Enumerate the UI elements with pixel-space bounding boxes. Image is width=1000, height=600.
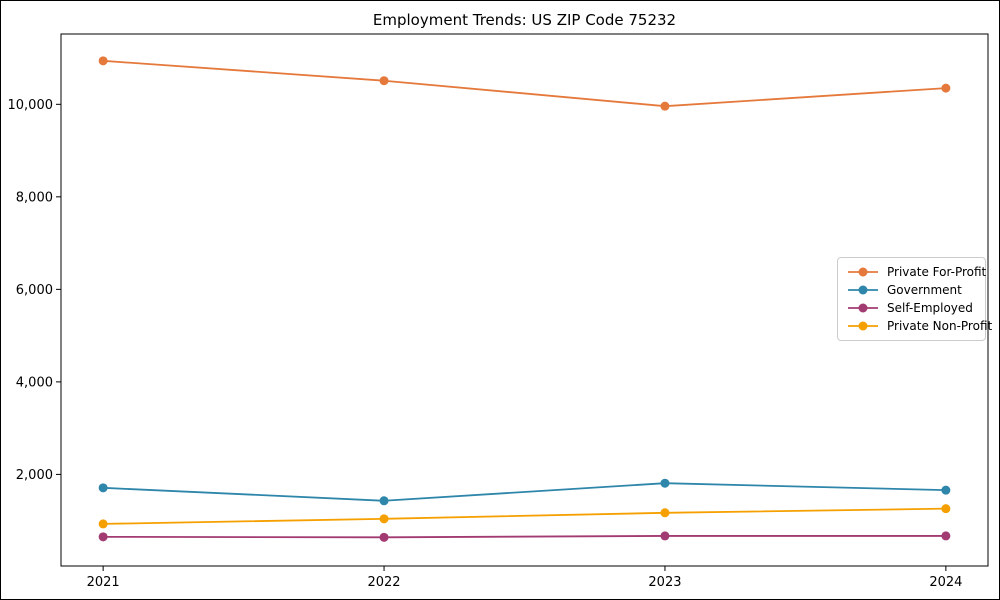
data-point-private-non-profit: [660, 508, 670, 518]
legend-item: Self-Employed: [846, 301, 977, 315]
legend-marker-line-dot-icon: [848, 321, 878, 331]
x-tick-label: 2022: [367, 575, 400, 590]
chart-title: Employment Trends: US ZIP Code 75232: [372, 11, 677, 29]
data-point-self-employed: [660, 531, 670, 541]
data-point-government: [379, 496, 389, 506]
line-private-for-profit: [103, 59, 946, 108]
data-point-private-for-profit: [941, 83, 951, 93]
data-point-private-for-profit: [98, 56, 108, 66]
data-point-private-for-profit: [660, 101, 670, 111]
y-tick-label: 2,000: [16, 468, 53, 483]
data-point-government: [941, 485, 951, 495]
y-tick-label: 4,000: [16, 375, 53, 390]
legend-label: Private Non-Profit: [887, 319, 993, 333]
x-tick-label: 2024: [929, 575, 962, 590]
legend-label: Private For-Profit: [887, 265, 987, 279]
y-tick-label: 8,000: [16, 190, 53, 205]
data-point-government: [98, 483, 108, 493]
legend: Private For-Profit Government Self-Emplo…: [837, 257, 992, 341]
axes-frame: [60, 33, 989, 567]
legend-marker-line-dot-icon: [848, 267, 878, 277]
legend-item: Private Non-Profit: [846, 319, 992, 333]
line-private-non-profit: [103, 507, 946, 525]
line-government: [103, 482, 946, 502]
legend-marker-line-dot-icon: [848, 303, 878, 313]
legend-marker-line-dot-icon: [848, 285, 878, 295]
x-tick-label: 2021: [87, 575, 120, 590]
y-tick-label: 6,000: [16, 283, 53, 298]
data-point-private-non-profit: [98, 519, 108, 529]
data-point-self-employed: [98, 532, 108, 542]
data-point-private-non-profit: [379, 514, 389, 524]
legend-item: Government: [846, 283, 977, 297]
data-point-self-employed: [379, 532, 389, 542]
data-point-self-employed: [941, 531, 951, 541]
data-point-government: [660, 478, 670, 488]
y-tick-label: 10,000: [8, 98, 54, 113]
legend-label: Government: [887, 283, 962, 297]
legend-item: Private For-Profit: [846, 265, 986, 279]
line-self-employed: [103, 535, 946, 539]
x-tick-label: 2023: [648, 575, 681, 590]
data-point-private-for-profit: [379, 76, 389, 86]
data-point-private-non-profit: [941, 504, 951, 514]
legend-label: Self-Employed: [887, 301, 973, 315]
